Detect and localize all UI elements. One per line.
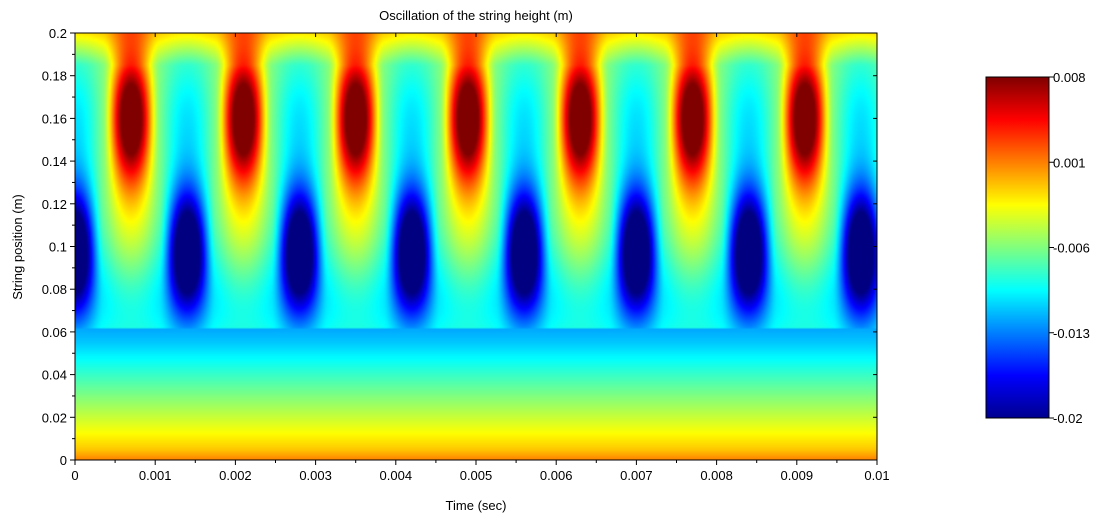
y-tick-label: 0: [60, 453, 67, 468]
y-tick-label: 0.04: [42, 368, 67, 383]
chart-title: Oscillation of the string height (m): [379, 8, 573, 23]
colorbar-tick-label: 0.008: [1053, 70, 1086, 85]
y-axis-label: String position (m): [10, 194, 25, 299]
colorbar-tick-label: -0.02: [1053, 411, 1083, 426]
y-tick-label: 0.18: [42, 69, 67, 84]
colorbar-tick-label: -0.006: [1053, 241, 1090, 256]
x-axis: 0 0.001 0.002 0.003 0.004 0.005 0.006 0.007 0.00…: [71, 33, 890, 483]
x-tick-label: 0: [71, 468, 78, 483]
x-tick-label: 0.005: [460, 468, 493, 483]
x-tick-label: 0.007: [620, 468, 653, 483]
x-tick-label: 0.004: [380, 468, 413, 483]
x-tick-label: 0.009: [781, 468, 814, 483]
y-tick-label: 0.2: [49, 26, 67, 41]
y-tick-label: 0.16: [42, 111, 67, 126]
plot-area: [74, 32, 878, 461]
y-tick-label: 0.08: [42, 282, 67, 297]
x-tick-label: 0.01: [864, 468, 889, 483]
colorbar-tick-label: 0.001: [1053, 155, 1086, 170]
colorbar: 0.008 0.001 -0.006 -0.013 -0.02: [985, 70, 1090, 426]
y-tick-label: 0.02: [42, 410, 67, 425]
y-axis: 0 0.02 0.04 0.06 0.08 0.1 0.12 0.14 0.16 0.18 0.2: [42, 26, 877, 468]
heatmap-image: [75, 33, 877, 460]
colorbar-ticks: 0.008 0.001 -0.006 -0.013 -0.02: [1049, 70, 1090, 426]
x-axis-label: Time (sec): [446, 498, 507, 513]
x-tick-label: 0.008: [700, 468, 733, 483]
x-tick-label: 0.001: [139, 468, 172, 483]
y-tick-label: 0.1: [49, 240, 67, 255]
x-tick-label: 0.006: [540, 468, 573, 483]
colorbar-gradient: [985, 76, 1050, 419]
y-tick-label: 0.14: [42, 154, 67, 169]
x-tick-label: 0.002: [219, 468, 252, 483]
y-tick-label: 0.12: [42, 197, 67, 212]
colorbar-tick-label: -0.013: [1053, 326, 1090, 341]
x-tick-label: 0.003: [299, 468, 332, 483]
y-tick-label: 0.06: [42, 325, 67, 340]
